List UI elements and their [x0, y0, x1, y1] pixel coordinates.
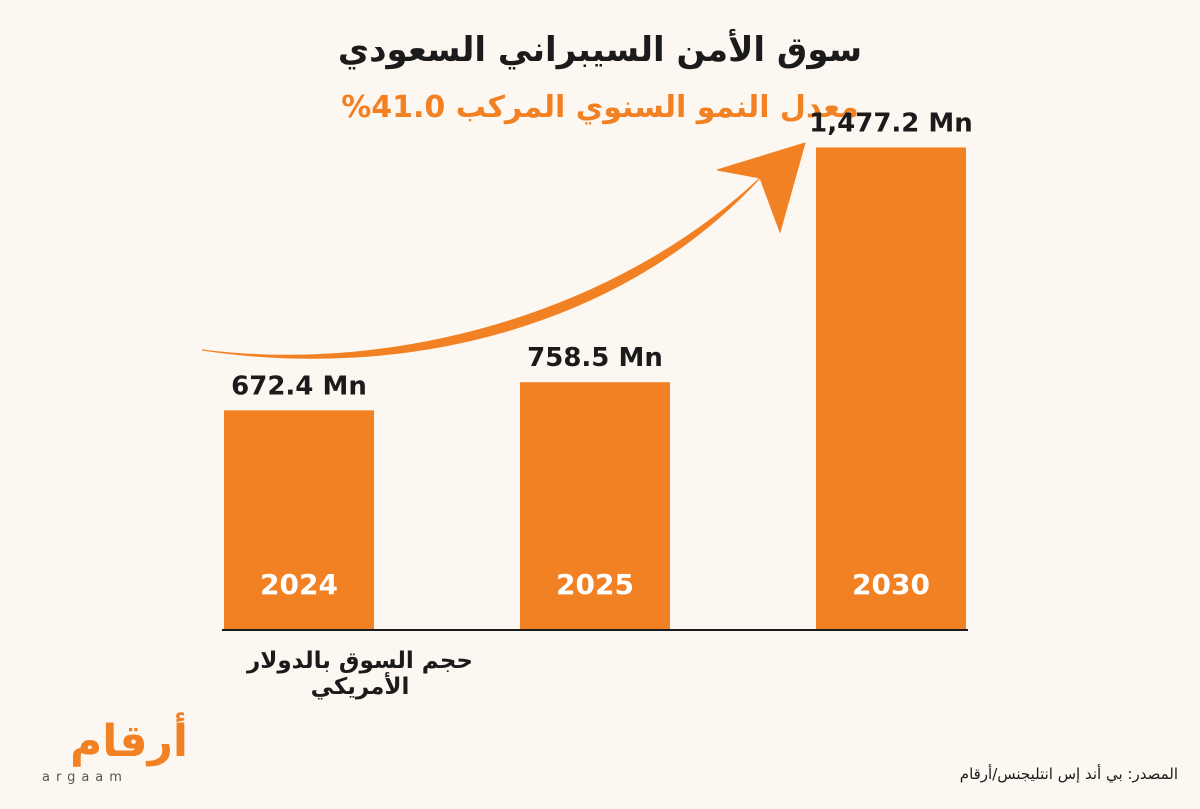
logo-latin-text: argaam [42, 770, 128, 785]
growth-arrow [201, 142, 806, 359]
bar-2030 [816, 147, 966, 630]
cagr-subtitle: معدل النمو السنوي المركب 41.0% [341, 90, 859, 125]
chart-title: سوق الأمن السيبراني السعودي [337, 30, 863, 70]
logo-arabic-text: أرقام [70, 716, 188, 767]
argaam-logo: أرقام argaam [28, 720, 188, 790]
category-label-2024: 2024 [260, 568, 338, 601]
category-label-2025: 2025 [556, 568, 634, 601]
value-label-2030: 1,477.2 Mn [809, 108, 973, 138]
category-label-2030: 2030 [852, 568, 930, 601]
bar-2024 [224, 410, 374, 630]
bar-2025 [520, 382, 670, 630]
x-axis-caption: حجم السوق بالدولار الأمريكي [247, 648, 473, 700]
value-label-2024: 672.4 Mn [231, 371, 367, 401]
source-note: المصدر: بي أند إس انتليجنس/أرقام [959, 765, 1178, 783]
value-label-2025: 758.5 Mn [527, 343, 663, 373]
